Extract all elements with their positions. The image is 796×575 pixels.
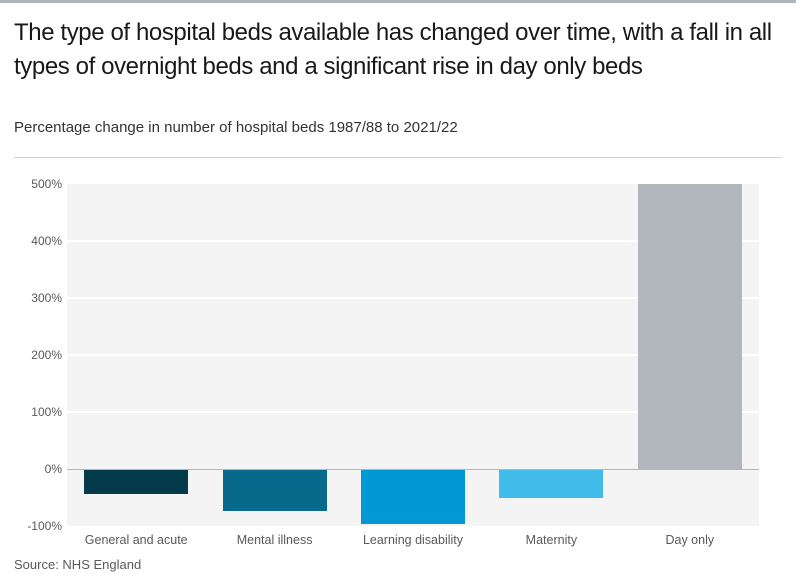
y-tick-label: 400% <box>31 234 62 248</box>
bar-maternity <box>499 469 603 499</box>
y-tick-label: 200% <box>31 348 62 362</box>
gridline <box>67 411 759 413</box>
bar-general-and-acute <box>84 469 188 495</box>
y-tick-label: 500% <box>31 177 62 191</box>
bar-mental-illness <box>223 469 327 511</box>
x-axis-label: General and acute <box>84 533 188 547</box>
x-axis-label: Mental illness <box>236 533 313 547</box>
chart-headline: The type of hospital beds available has … <box>14 19 772 80</box>
plot-area <box>67 184 759 526</box>
y-axis: 500% 400% 300% 200% 100% 0% -100% <box>0 177 62 533</box>
source-note: Source: NHS England <box>14 557 142 572</box>
y-tick-label: 300% <box>31 291 62 305</box>
y-tick-label: 0% <box>44 462 62 476</box>
zero-baseline <box>67 469 759 470</box>
bar-day-only <box>638 184 742 469</box>
top-accent-bar <box>0 0 796 3</box>
gridline <box>67 240 759 242</box>
bar-learning-disability <box>361 469 465 525</box>
bar-chart: 500% 400% 300% 200% 100% 0% -100% General and … <box>0 177 796 564</box>
chart-subtitle: Percentage change in number of hospital … <box>14 119 458 136</box>
x-axis-label: Day only <box>665 533 715 547</box>
header-divider <box>14 157 782 158</box>
gridline <box>67 354 759 356</box>
x-axis-label: Maternity <box>525 533 578 547</box>
x-axis-label: Learning disability <box>362 533 464 547</box>
y-tick-label: 100% <box>31 405 62 419</box>
x-axis: General and acute Mental illness Learning … <box>67 526 759 556</box>
y-tick-label: -100% <box>27 519 62 533</box>
gridline <box>67 297 759 299</box>
